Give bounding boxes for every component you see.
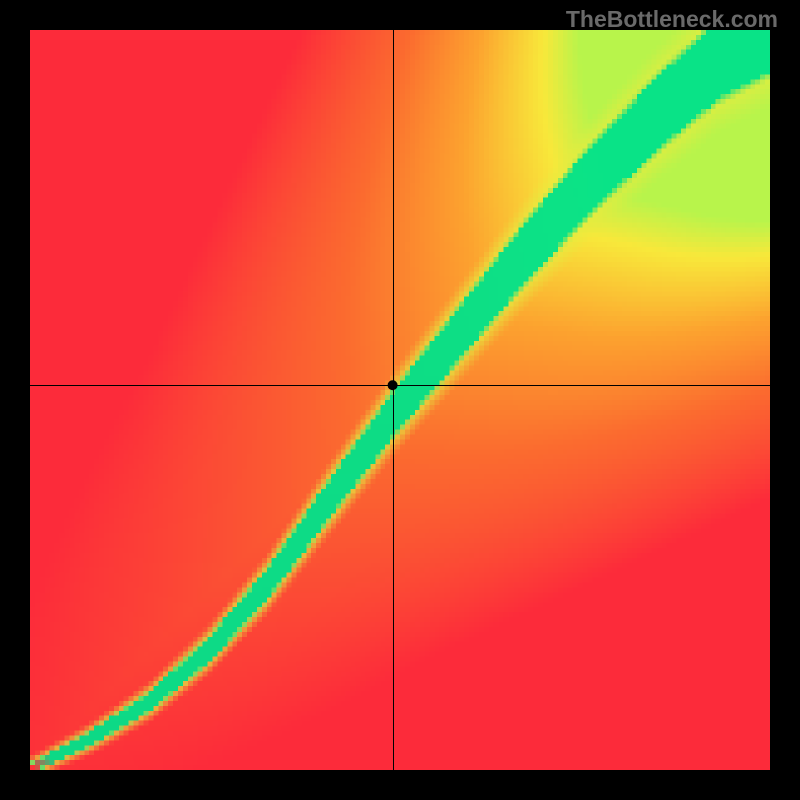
crosshair-overlay [30, 30, 770, 770]
watermark-text: TheBottleneck.com [566, 6, 778, 33]
chart-stage: TheBottleneck.com [0, 0, 800, 800]
